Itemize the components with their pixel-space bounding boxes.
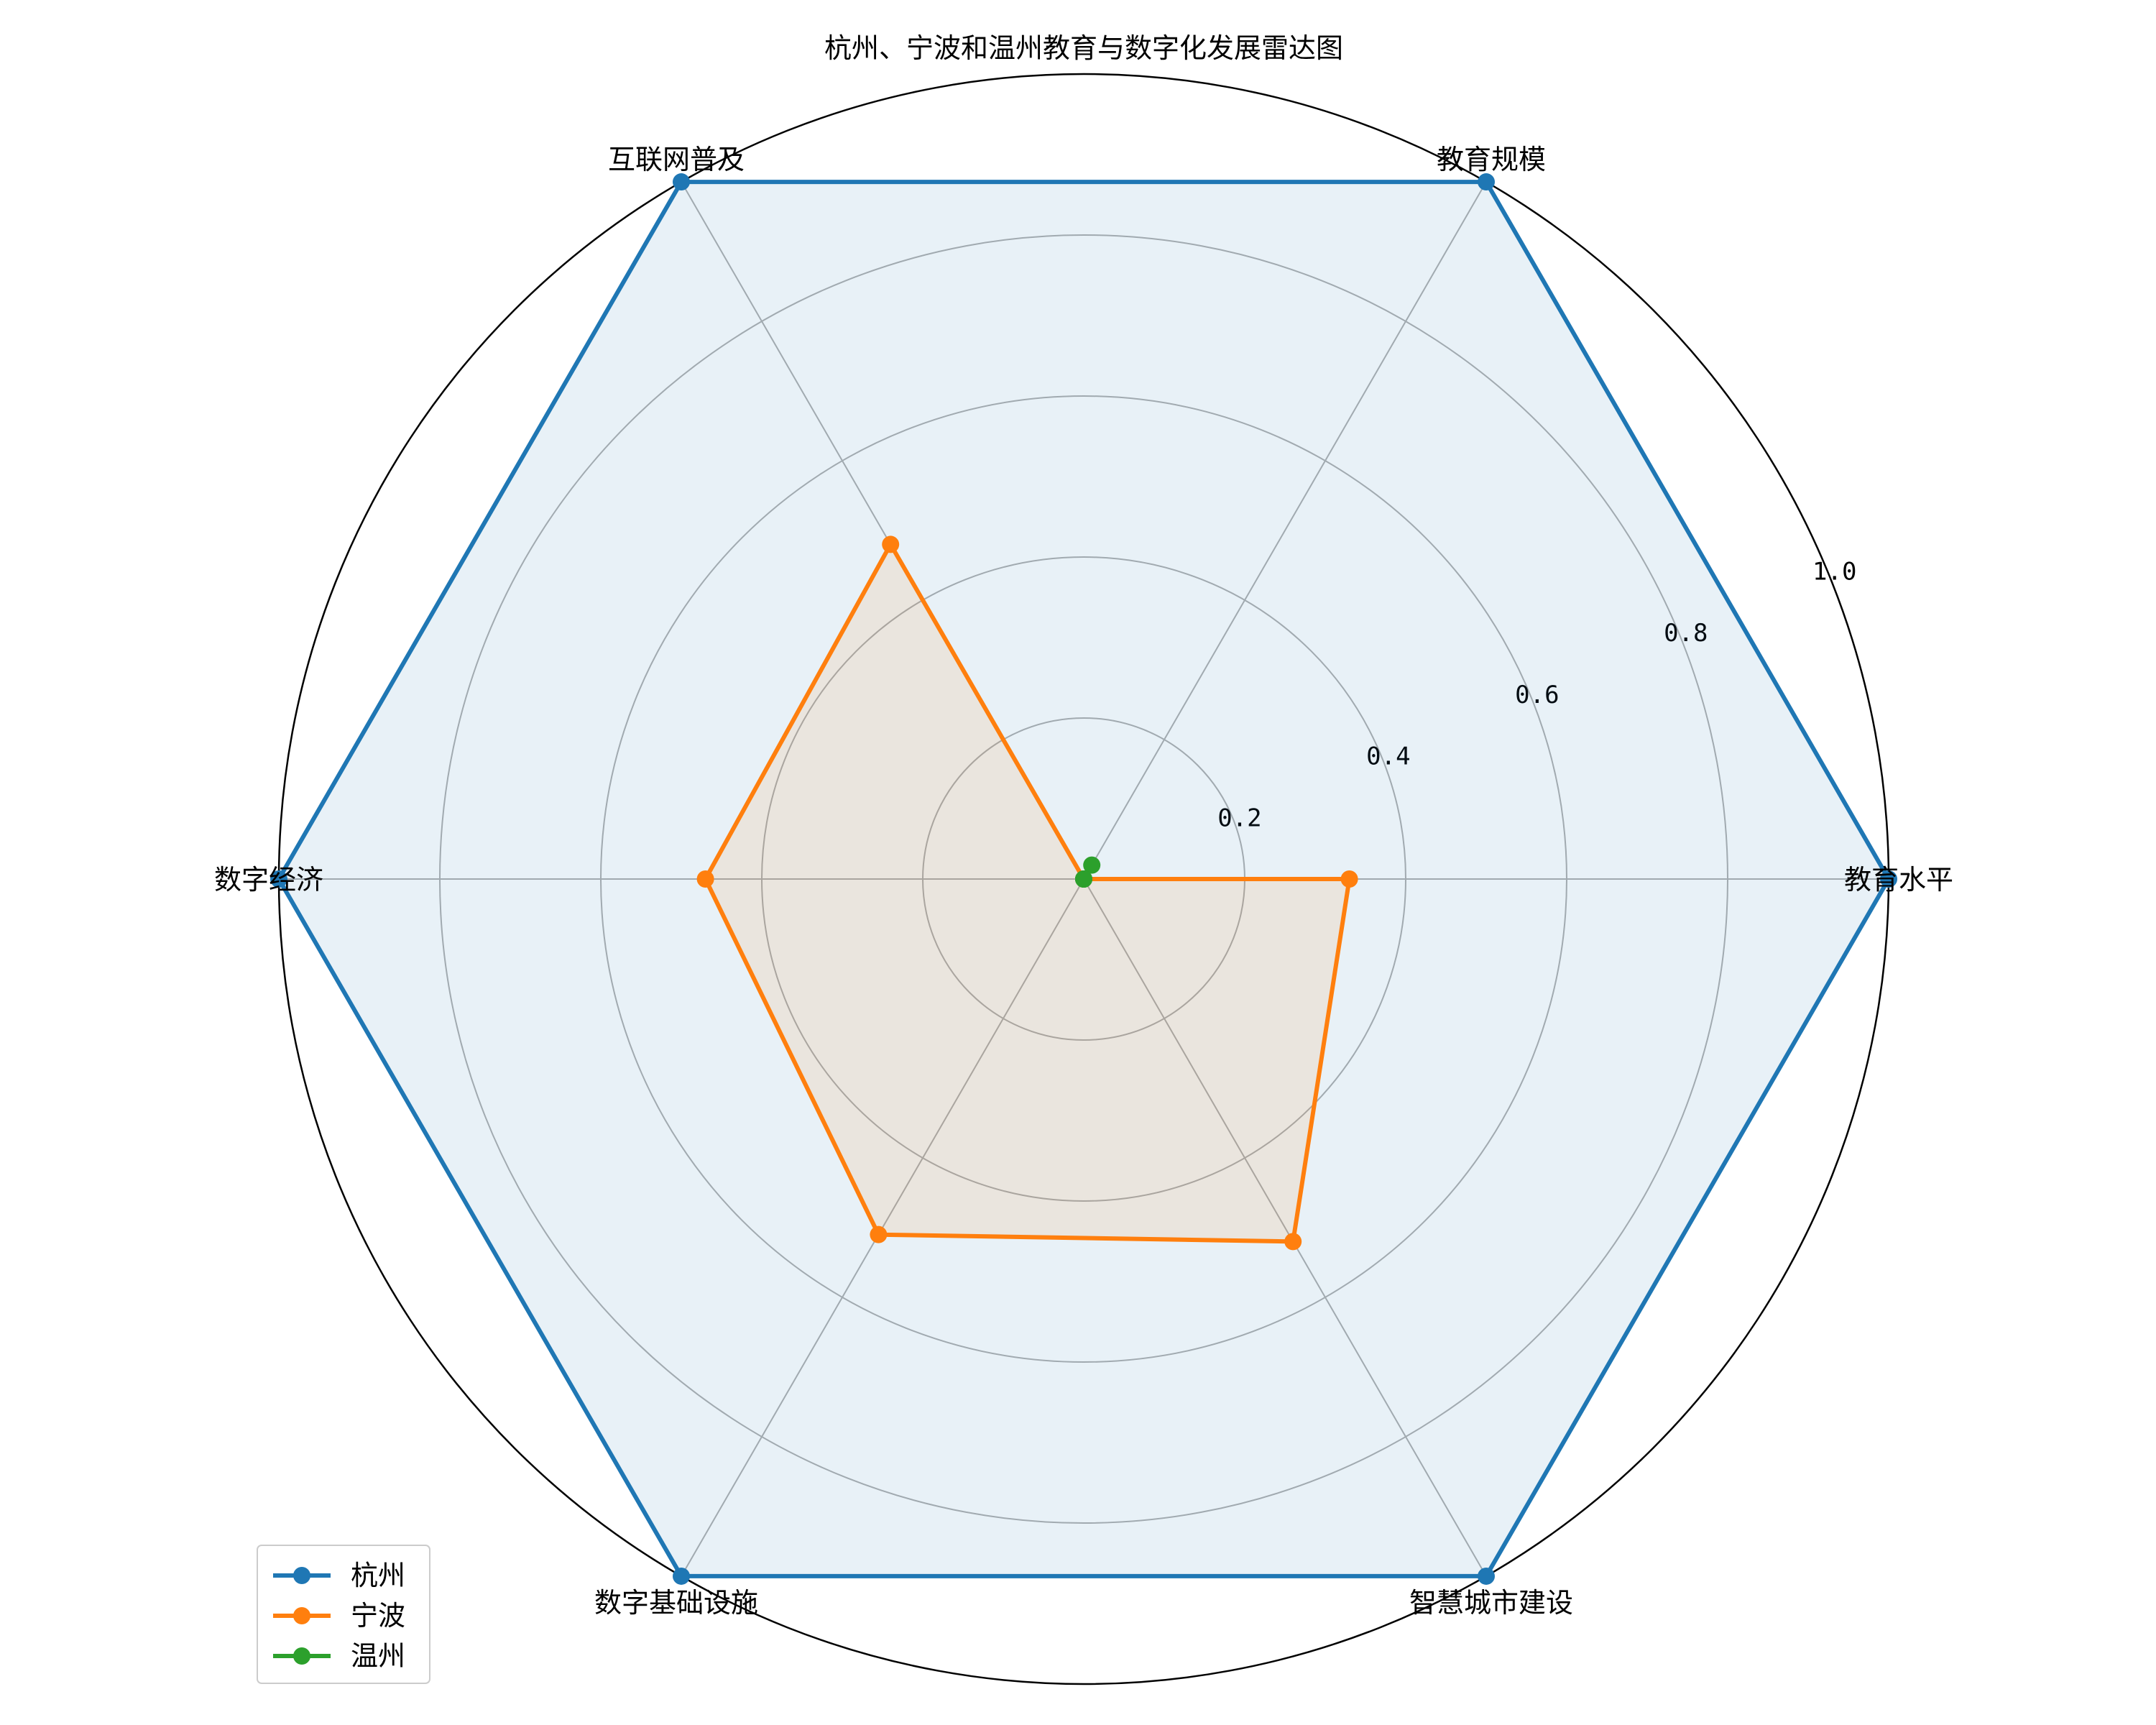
category-label: 智慧城市建设 <box>1409 1587 1573 1619</box>
radar-series <box>270 173 1897 1585</box>
legend-marker <box>293 1607 310 1624</box>
legend-label: 温州 <box>351 1640 405 1672</box>
legend-label: 杭州 <box>351 1560 405 1591</box>
category-label: 教育水平 <box>1844 864 1953 896</box>
r-tick-label: 1.0 <box>1812 557 1856 586</box>
data-point <box>1478 1568 1495 1585</box>
chart-title: 杭州、宁波和温州教育与数字化发展雷达图 <box>824 32 1343 64</box>
data-point <box>673 1568 690 1585</box>
data-point <box>673 173 690 190</box>
data-point <box>882 535 899 553</box>
data-point <box>1075 870 1092 888</box>
data-point <box>697 870 714 888</box>
category-label: 数字基础设施 <box>594 1587 758 1619</box>
data-point <box>1341 870 1358 888</box>
category-label: 互联网普及 <box>608 144 745 175</box>
data-point <box>1284 1233 1302 1250</box>
legend-marker <box>293 1647 310 1665</box>
legend-marker <box>293 1567 310 1584</box>
data-point <box>1478 173 1495 190</box>
legend-label: 宁波 <box>351 1600 405 1632</box>
data-point <box>870 1226 887 1243</box>
category-label: 教育规模 <box>1437 144 1546 175</box>
category-label: 数字经济 <box>214 864 323 896</box>
